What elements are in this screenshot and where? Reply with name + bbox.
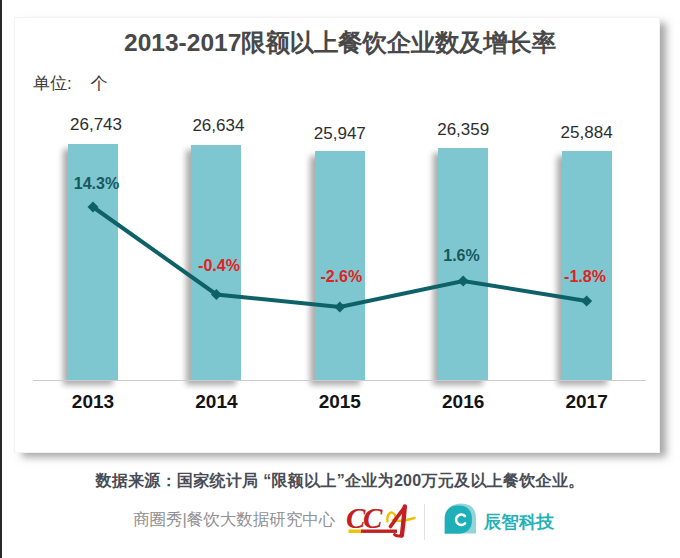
svg-text:C: C bbox=[363, 502, 383, 534]
